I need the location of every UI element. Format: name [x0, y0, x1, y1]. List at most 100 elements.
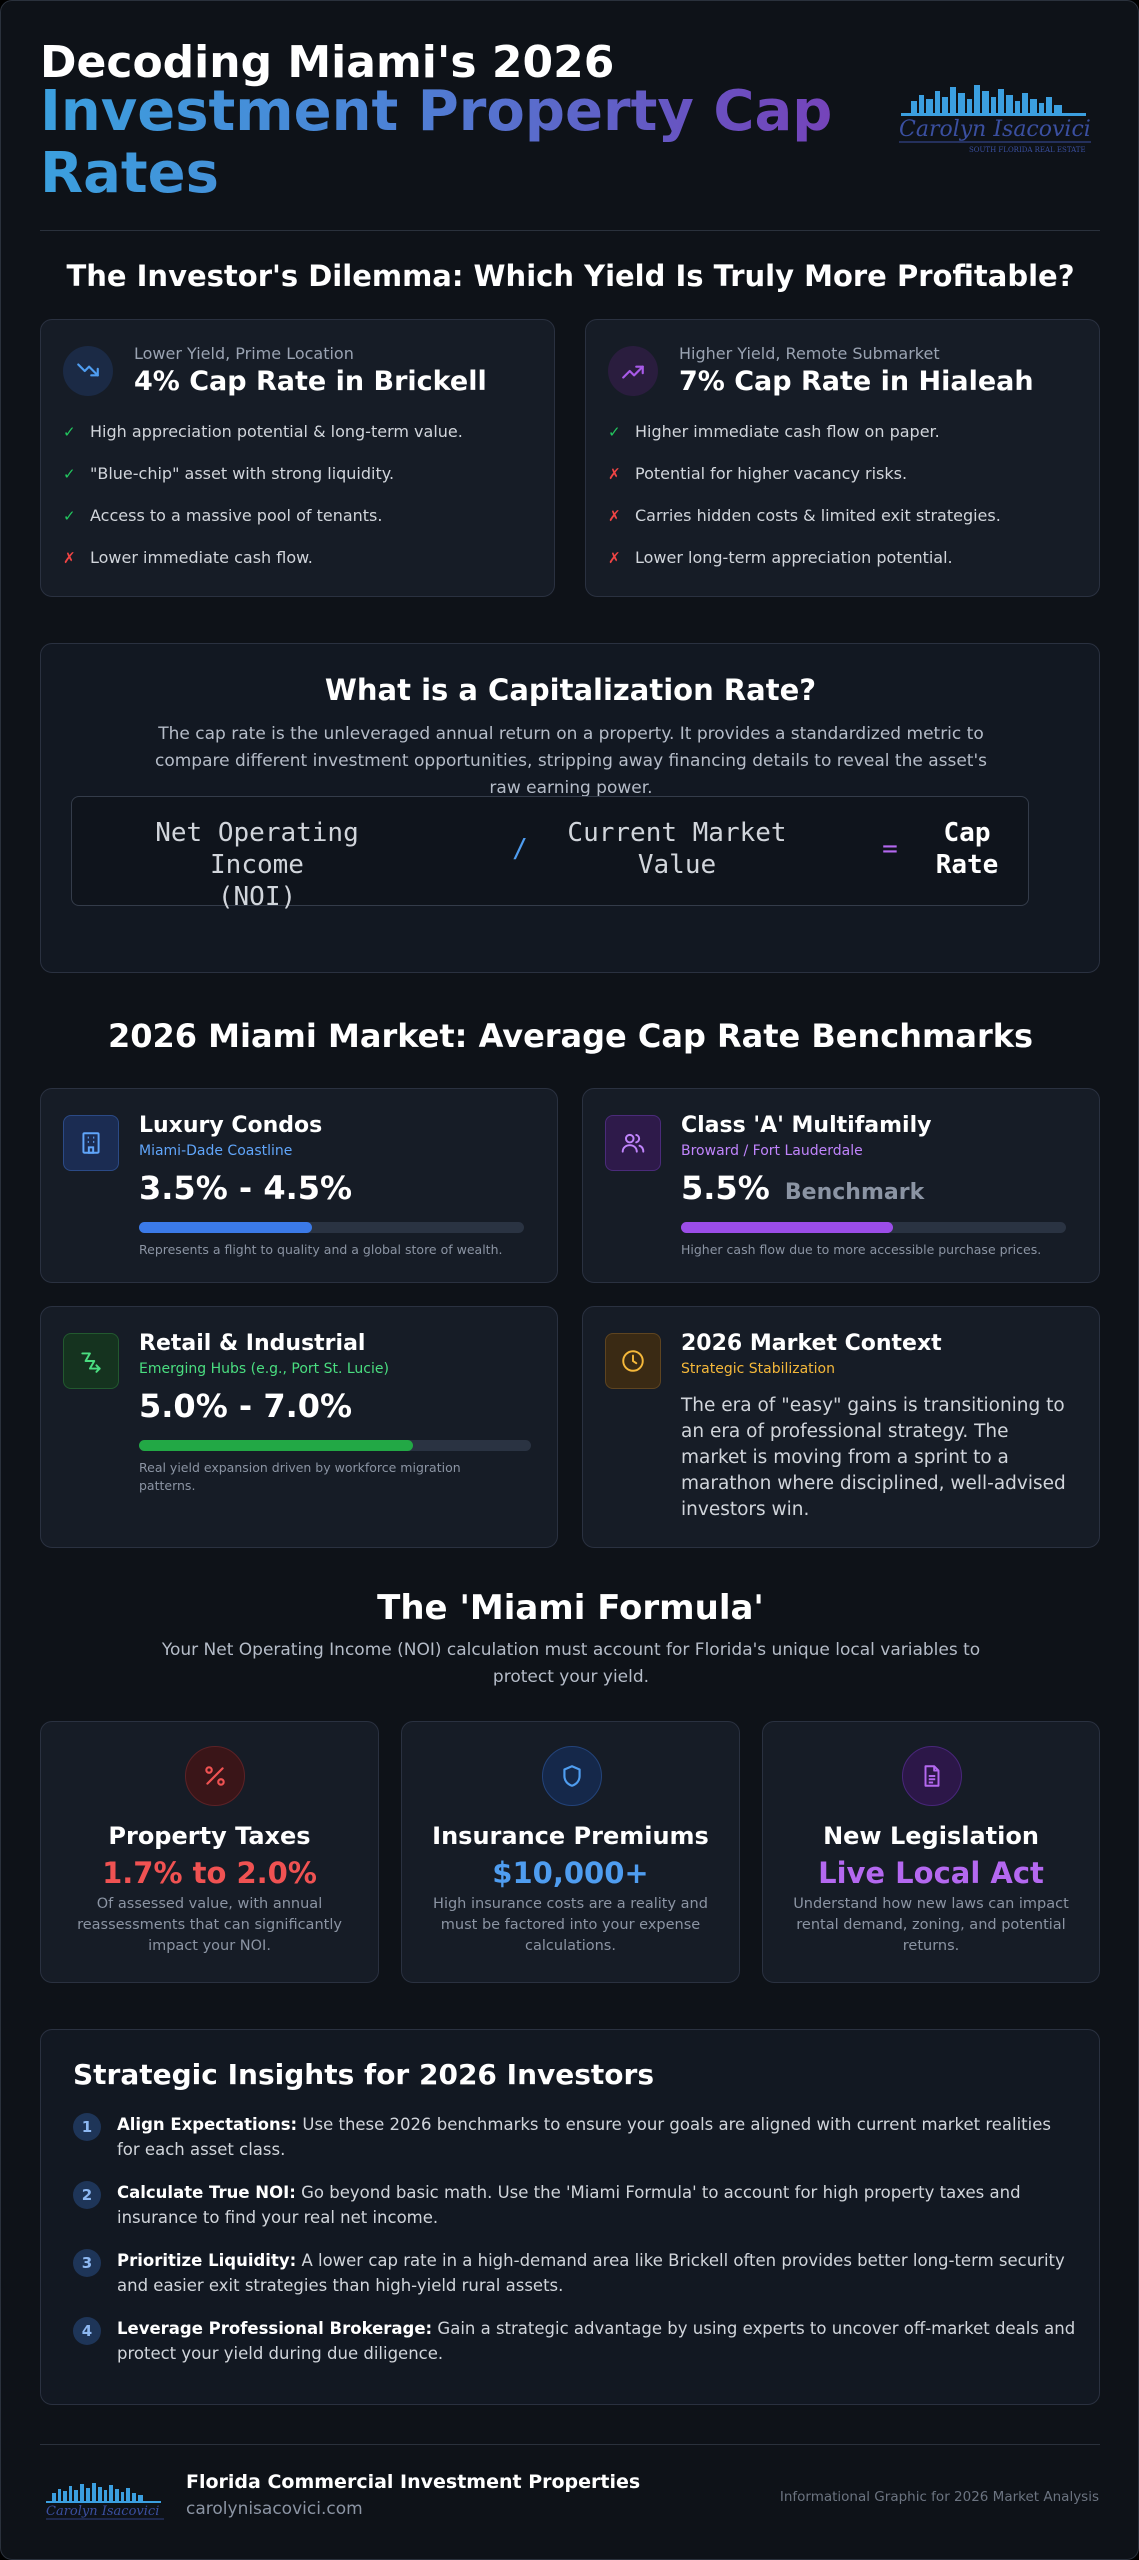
list-item: ✗ Lower immediate cash flow. [63, 548, 313, 567]
brickell-kicker: Lower Yield, Prime Location [134, 344, 354, 363]
cap-rate-description: The cap rate is the unleveraged annual r… [155, 724, 987, 798]
benchmarks-title: 2026 Miami Market: Average Cap Rate Benc… [107, 1017, 1034, 1055]
insights-title: Strategic Insights for 2026 Investors [73, 2058, 655, 2091]
benchmark-card-multifamily: Class 'A' Multifamily Broward / Fort Lau… [582, 1088, 1100, 1283]
formula-card-title: Insurance Premiums [432, 1822, 709, 1850]
benchmark-title: Luxury Condos [139, 1113, 323, 1138]
list-item-text: Higher immediate cash flow on paper. [635, 422, 940, 441]
brand-logo: Carolyn Isacovici SOUTH FLORIDA REAL EST… [891, 79, 1101, 157]
clock-icon [605, 1333, 661, 1389]
logo-tagline: SOUTH FLORIDA REAL ESTATE [969, 146, 1086, 154]
formula-card-property-taxes: Property Taxes 1.7% to 2.0% Of assessed … [40, 1721, 379, 1983]
benchmark-title: 2026 Market Context [681, 1331, 942, 1356]
footer-logo: Carolyn Isacovici [40, 2479, 170, 2529]
insight-text: Gain a strategic advantage by using expe… [117, 2319, 1076, 2363]
benchmark-card-retail-industrial: Retail & Industrial Emerging Hubs (e.g.,… [40, 1306, 558, 1548]
benchmark-suffix: Benchmark [784, 1180, 925, 1205]
insight-number: 2 [73, 2181, 101, 2209]
benchmark-bar [139, 1440, 531, 1451]
formula-card-insurance: Insurance Premiums $10,000+ High insuran… [401, 1721, 740, 1983]
shield-icon [542, 1746, 602, 1806]
footer-brand: Florida Commercial Investment Properties [186, 2471, 641, 2493]
benchmark-value: 5.0% - 7.0% [139, 1387, 353, 1425]
list-item-text: Access to a massive pool of tenants. [90, 506, 383, 525]
cross-icon: ✗ [608, 465, 621, 483]
benchmark-bar-fill [139, 1222, 313, 1233]
cross-icon: ✗ [608, 507, 621, 525]
benchmark-title: Class 'A' Multifamily [681, 1113, 932, 1138]
benchmark-bar [681, 1222, 1066, 1233]
formula-card-title: New Legislation [823, 1822, 1039, 1850]
insight-number: 3 [73, 2249, 101, 2277]
formula-card-legislation: New Legislation Live Local Act Understan… [762, 1721, 1100, 1983]
footer-divider [40, 2444, 1100, 2445]
building-icon [63, 1115, 119, 1171]
formula-divide: / [512, 834, 528, 864]
formula-card-value: 1.7% to 2.0% [102, 1856, 317, 1890]
list-item: ✗ Carries hidden costs & limited exit str… [608, 506, 1001, 525]
insight-item: Prioritize Liquidity: A lower cap rate i… [117, 2248, 1077, 2298]
insight-item: Calculate True NOI: Go beyond basic math… [117, 2180, 1077, 2230]
market-context-body: The era of "easy" gains is transitioning… [681, 1395, 1066, 1520]
benchmark-subtitle: Broward / Fort Lauderdale [681, 1143, 863, 1159]
list-item: ✗ Lower long-term appreciation potential. [608, 548, 953, 567]
insight-text: A lower cap rate in a high-demand area l… [117, 2251, 1065, 2295]
formula-card-note: Of assessed value, with annual reassessm… [77, 1896, 342, 1954]
miami-formula-title: The 'Miami Formula' [377, 1588, 764, 1628]
insight-label: Prioritize Liquidity: [117, 2251, 297, 2270]
insight-text: Go beyond basic math. Use the 'Miami For… [117, 2183, 1021, 2227]
benchmark-bar-fill [681, 1222, 893, 1233]
benchmark-note: Represents a flight to quality and a glo… [139, 1242, 503, 1257]
check-icon: ✓ [63, 465, 76, 483]
hialeah-heading: 7% Cap Rate in Hialeah [679, 366, 1034, 397]
list-item: ✓ High appreciation potential & long-term… [63, 422, 463, 441]
formula-card-value: $10,000+ [492, 1856, 649, 1890]
dilemma-title: The Investor's Dilemma: Which Yield Is T… [66, 259, 1075, 293]
list-item: ✓ Access to a massive pool of tenants. [63, 506, 382, 525]
formula-result: Cap Rate [935, 818, 999, 880]
formula-numerator: Net Operating Income (NOI) [155, 818, 359, 912]
footer-website[interactable]: carolynisacovici.com [186, 2499, 363, 2519]
formula-equals: = [882, 834, 898, 864]
benchmark-subtitle: Miami-Dade Coastline [139, 1143, 293, 1159]
check-icon: ✓ [63, 423, 76, 441]
benchmark-bar [139, 1222, 524, 1233]
users-icon [605, 1115, 661, 1171]
hialeah-kicker: Higher Yield, Remote Submarket [679, 344, 940, 363]
route-icon [63, 1333, 119, 1389]
list-item-text: Lower long-term appreciation potential. [635, 548, 953, 567]
insight-item: Leverage Professional Brokerage: Gain a … [117, 2316, 1077, 2366]
check-icon: ✓ [608, 423, 621, 441]
insight-number: 4 [73, 2317, 101, 2345]
benchmark-value: 5.5% Benchmark [681, 1169, 925, 1207]
formula-card-note: Understand how new laws can impact renta… [793, 1896, 1069, 1954]
formula-denominator: Current Market Value [567, 818, 787, 880]
benchmark-note: Higher cash flow due to more accessible … [681, 1242, 1042, 1257]
document-icon [902, 1746, 962, 1806]
insight-label: Calculate True NOI: [117, 2183, 296, 2202]
check-icon: ✓ [63, 507, 76, 525]
cross-icon: ✗ [608, 549, 621, 567]
list-item: ✓ "Blue-chip" asset with strong liquidity… [63, 464, 394, 483]
benchmark-subtitle: Emerging Hubs (e.g., Port St. Lucie) [139, 1361, 389, 1377]
percent-icon [185, 1746, 245, 1806]
list-item-text: "Blue-chip" asset with strong liquidity. [90, 464, 395, 483]
miami-formula-subtitle: Your Net Operating Income (NOI) calculat… [161, 1640, 981, 1687]
insight-number: 1 [73, 2113, 101, 2141]
benchmark-card-luxury-condos: Luxury Condos Miami-Dade Coastline 3.5% … [40, 1088, 558, 1283]
formula-card-note: High insurance costs are a reality and m… [433, 1896, 708, 1954]
list-item: ✓ Higher immediate cash flow on paper. [608, 422, 940, 441]
insight-label: Leverage Professional Brokerage: [117, 2319, 433, 2338]
formula-card-title: Property Taxes [108, 1822, 311, 1850]
cross-icon: ✗ [63, 549, 76, 567]
trending-down-icon [63, 346, 113, 396]
list-item-text: Lower immediate cash flow. [90, 548, 313, 567]
header-divider [40, 230, 1100, 231]
list-item-text: Carries hidden costs & limited exit stra… [635, 506, 1001, 525]
list-item: ✗ Potential for higher vacancy risks. [608, 464, 907, 483]
brickell-heading: 4% Cap Rate in Brickell [134, 366, 487, 397]
list-item-text: High appreciation potential & long-term … [90, 422, 463, 441]
insight-label: Align Expectations: [117, 2115, 298, 2134]
